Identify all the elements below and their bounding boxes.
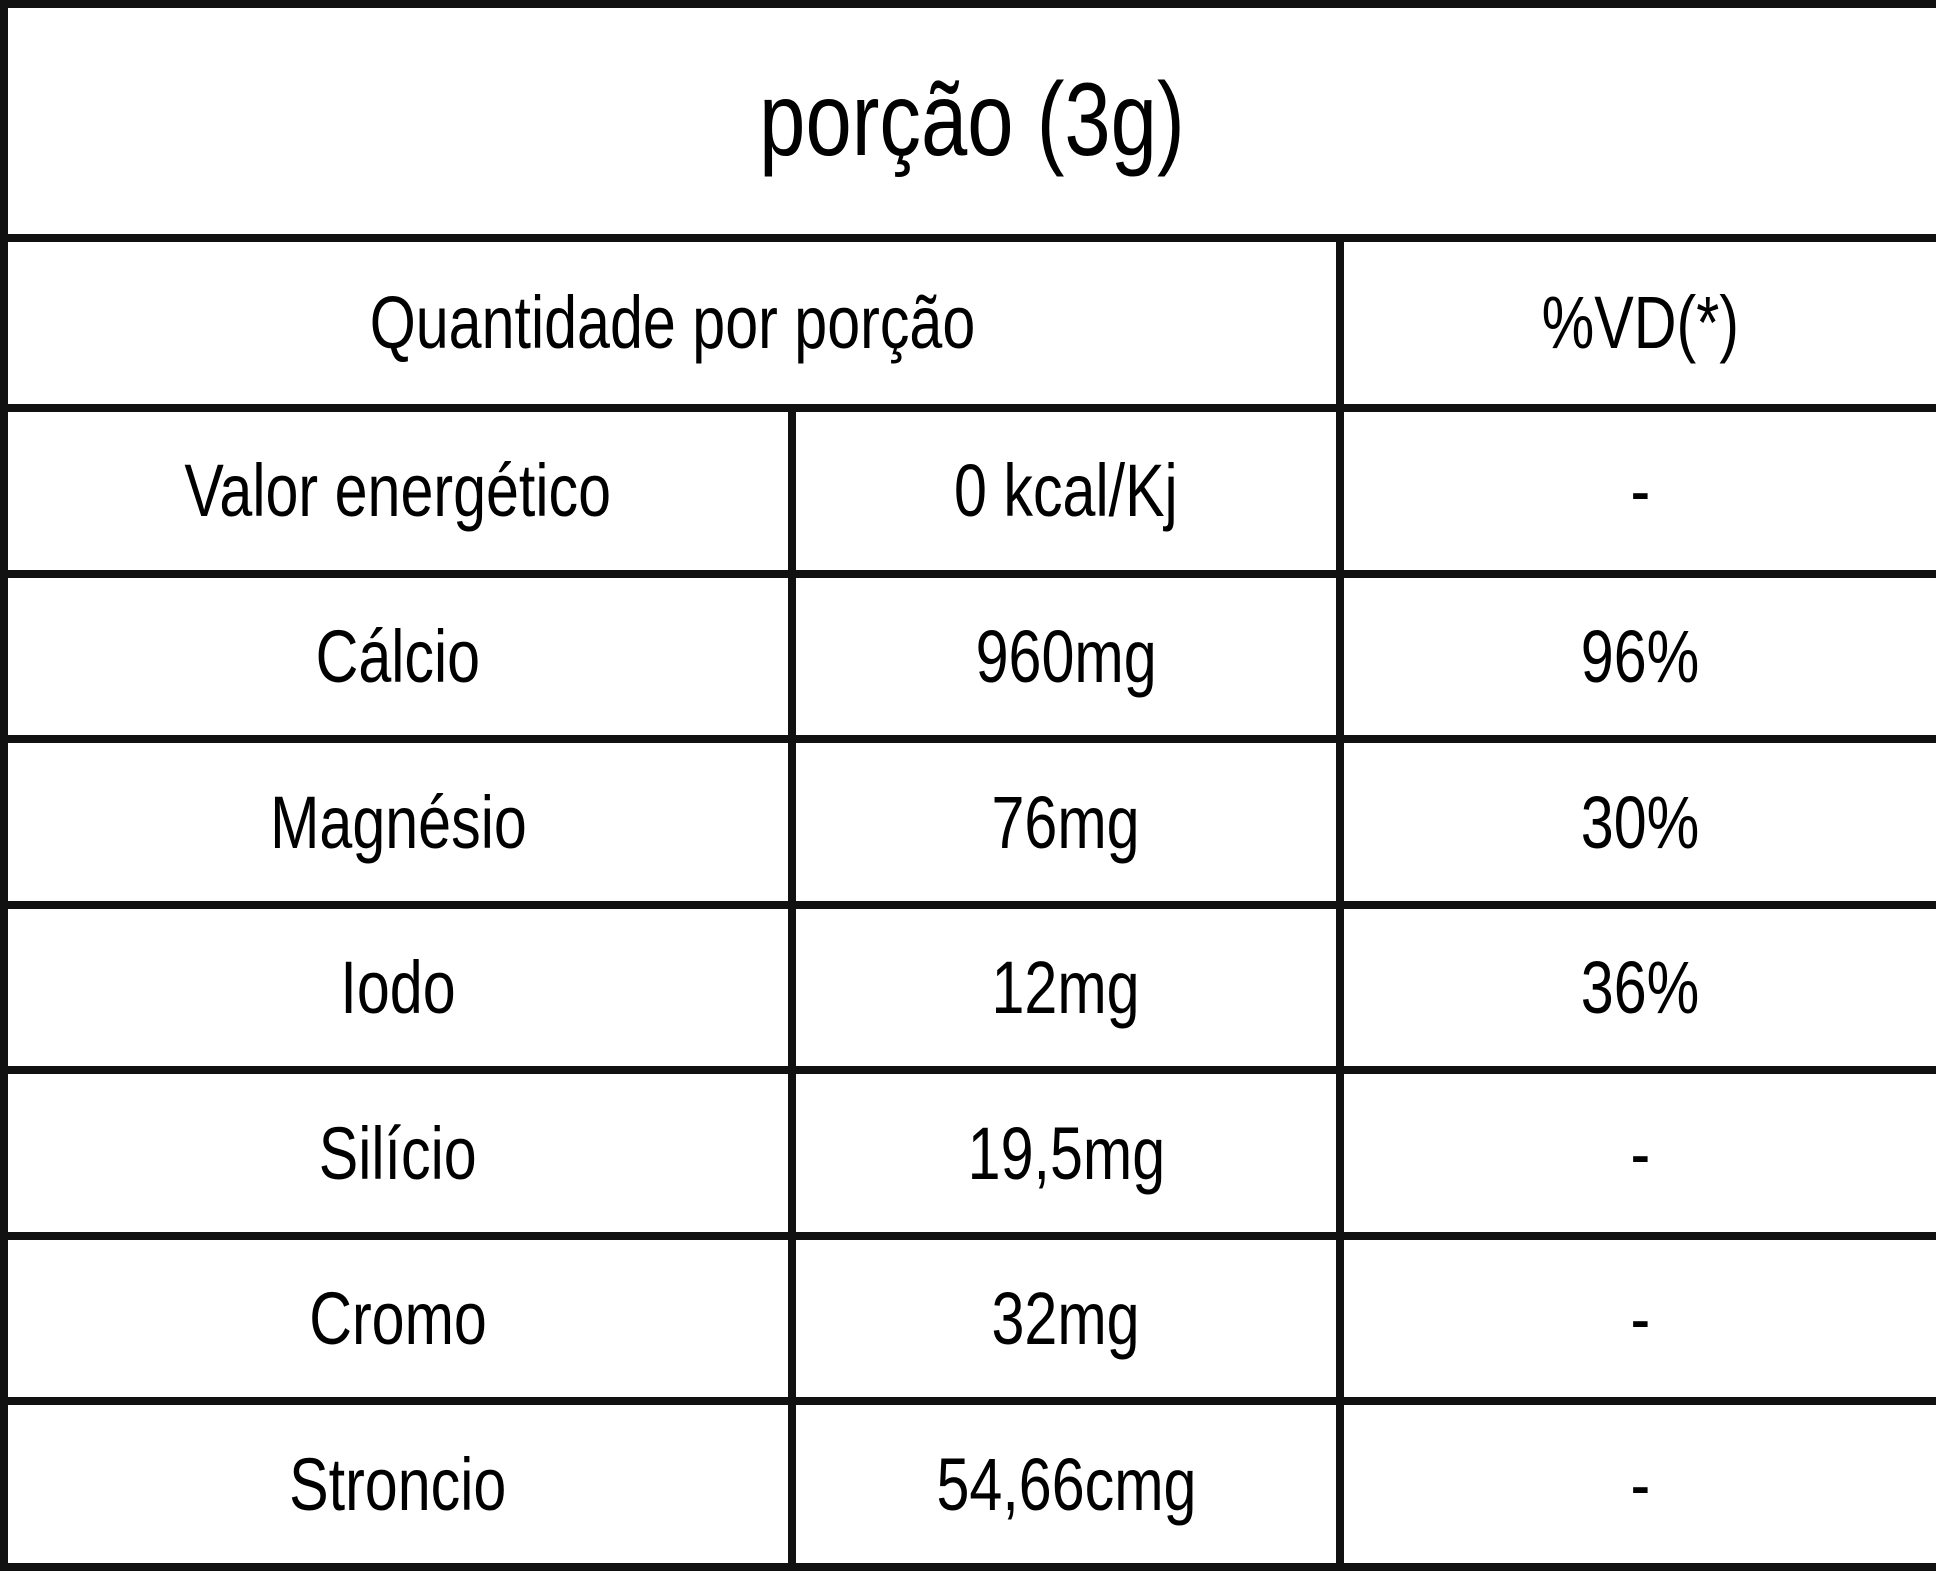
table-cell: 30% xyxy=(1335,735,1936,909)
table-row: Stroncio 54,66cmg - xyxy=(0,1397,1936,1571)
table-cell: - xyxy=(1335,1066,1936,1240)
table-cell: - xyxy=(1335,404,1936,578)
table-cell: 96% xyxy=(1335,569,1936,744)
table-cell: 36% xyxy=(1335,900,1936,1075)
table-cell: 32mg xyxy=(788,1231,1344,1406)
table-cell: - xyxy=(1335,1397,1936,1571)
cell-text: 36% xyxy=(1580,946,1700,1030)
header-text: %VD(*) xyxy=(1541,281,1739,365)
cell-text: 76mg xyxy=(991,780,1141,864)
table-cell: Iodo xyxy=(0,900,796,1075)
cell-text: Silício xyxy=(319,1111,477,1195)
header-cell: Quantidade por porção xyxy=(0,233,1344,413)
cell-text: Magnésio xyxy=(269,780,527,864)
cell-text: 32mg xyxy=(991,1277,1141,1361)
cell-text: 0 kcal/Kj xyxy=(954,449,1178,533)
header-text: Quantidade por porção xyxy=(369,281,975,365)
table-cell: 0 kcal/Kj xyxy=(788,404,1344,578)
cell-text: 19,5mg xyxy=(967,1111,1165,1195)
table-cell: Cálcio xyxy=(0,569,796,744)
table-cell: - xyxy=(1335,1231,1936,1406)
cell-text: Stroncio xyxy=(289,1442,507,1526)
table-cell: Cromo xyxy=(0,1231,796,1406)
cell-text: Valor energético xyxy=(184,449,612,533)
cell-text: 96% xyxy=(1580,614,1700,698)
cell-text: - xyxy=(1630,1442,1650,1526)
table-row: Silício 19,5mg - xyxy=(0,1066,1936,1240)
table-cell: 960mg xyxy=(788,569,1344,744)
header-cell: %VD(*) xyxy=(1335,233,1936,413)
table-row: Cálcio 960mg 96% xyxy=(0,569,1936,744)
title-cell: porção (3g) xyxy=(0,0,1936,242)
title-row: porção (3g) xyxy=(0,0,1936,242)
cell-text: 54,66cmg xyxy=(935,1442,1196,1526)
cell-text: - xyxy=(1630,1111,1650,1195)
cell-text: Cromo xyxy=(309,1277,487,1361)
table-cell: Magnésio xyxy=(0,735,796,909)
table-cell: 54,66cmg xyxy=(788,1397,1344,1571)
table-cell: 76mg xyxy=(788,735,1344,909)
table-cell: Valor energético xyxy=(0,404,796,578)
header-row: Quantidade por porção %VD(*) xyxy=(0,233,1936,413)
cell-text: 12mg xyxy=(991,946,1141,1030)
cell-text: 960mg xyxy=(975,614,1157,698)
cell-text: - xyxy=(1630,449,1650,533)
table-row: Cromo 32mg - xyxy=(0,1231,1936,1406)
title: porção (3g) xyxy=(759,62,1185,179)
cell-text: 30% xyxy=(1580,780,1700,864)
cell-text: Cálcio xyxy=(315,614,481,698)
table-cell: Silício xyxy=(0,1066,796,1240)
table-cell: 19,5mg xyxy=(788,1066,1344,1240)
table-row: Magnésio 76mg 30% xyxy=(0,735,1936,909)
table-row: Valor energético 0 kcal/Kj - xyxy=(0,404,1936,578)
table-cell: 12mg xyxy=(788,900,1344,1075)
cell-text: Iodo xyxy=(340,946,456,1030)
table-cell: Stroncio xyxy=(0,1397,796,1571)
cell-text: - xyxy=(1630,1277,1650,1361)
table-row: Iodo 12mg 36% xyxy=(0,900,1936,1075)
